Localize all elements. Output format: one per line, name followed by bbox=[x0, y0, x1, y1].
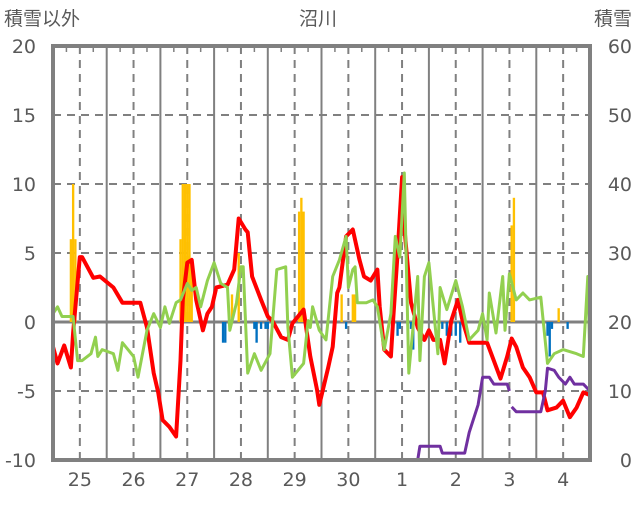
left-tick-label: 15 bbox=[12, 105, 36, 127]
negative-bar bbox=[546, 322, 549, 336]
negative-bar bbox=[255, 322, 258, 343]
negative-bar bbox=[253, 322, 256, 329]
positive-bar bbox=[557, 308, 560, 322]
left-tick-label: -10 bbox=[5, 450, 36, 472]
right-tick-label: 0 bbox=[620, 450, 632, 472]
x-tick-label: 25 bbox=[68, 469, 92, 491]
right-tick-label: 60 bbox=[608, 36, 632, 58]
red-line bbox=[51, 175, 591, 439]
plot-frame bbox=[51, 44, 592, 462]
negative-bar bbox=[445, 322, 448, 336]
negative-bar bbox=[548, 322, 551, 357]
negative-bar bbox=[454, 322, 457, 336]
negative-bar bbox=[441, 322, 444, 329]
x-tick-label: 30 bbox=[336, 469, 360, 491]
x-tick-label: 4 bbox=[557, 469, 569, 491]
x-tick-label: 1 bbox=[396, 469, 408, 491]
left-tick-label: 5 bbox=[24, 243, 36, 265]
right-tick-label: 30 bbox=[608, 243, 632, 265]
positive-bar bbox=[302, 211, 305, 322]
x-tick-label: 3 bbox=[503, 469, 515, 491]
positive-bar bbox=[512, 197, 516, 322]
right-tick-label: 10 bbox=[608, 381, 632, 403]
left-tick-label: 0 bbox=[24, 312, 36, 334]
negative-bar bbox=[264, 322, 267, 329]
negative-bar bbox=[344, 322, 348, 329]
plot-border bbox=[51, 44, 592, 462]
chart-title: 沼川 bbox=[299, 8, 337, 30]
positive-bar bbox=[340, 294, 343, 322]
negative-bar bbox=[266, 322, 269, 329]
positive-bar bbox=[510, 225, 513, 322]
left-axis-title: 積雪以外 bbox=[4, 8, 80, 30]
x-tick-label: 29 bbox=[283, 469, 307, 491]
positive-bar bbox=[181, 184, 184, 322]
negative-bar bbox=[396, 322, 399, 336]
right-tick-label: 50 bbox=[608, 105, 632, 127]
positive-bar bbox=[190, 266, 193, 322]
x-tick-label: 27 bbox=[175, 469, 199, 491]
negative-bar bbox=[566, 322, 569, 329]
x-tick-label: 26 bbox=[121, 469, 145, 491]
negative-bar bbox=[459, 322, 462, 343]
right-tick-label: 20 bbox=[608, 312, 632, 334]
positive-bar bbox=[69, 239, 73, 322]
positive-bar bbox=[351, 294, 354, 322]
negative-bar bbox=[409, 322, 413, 329]
right-axis-title: 積雪 bbox=[594, 8, 632, 30]
positive-bar bbox=[297, 211, 301, 322]
negative-bar bbox=[550, 322, 554, 329]
positive-bar bbox=[230, 294, 234, 322]
negative-bar bbox=[221, 322, 225, 343]
positive-bar bbox=[300, 197, 303, 322]
positive-bar bbox=[74, 239, 77, 322]
positive-bar bbox=[353, 294, 357, 322]
left-tick-label: 10 bbox=[12, 174, 36, 196]
green-line bbox=[51, 171, 592, 379]
positive-bar bbox=[188, 184, 191, 322]
x-tick-label: 28 bbox=[229, 469, 253, 491]
right-tick-label: 40 bbox=[608, 174, 632, 196]
left-tick-label: -5 bbox=[17, 381, 36, 403]
positive-bar bbox=[183, 184, 187, 322]
positive-bar bbox=[71, 184, 75, 322]
x-tick-label: 2 bbox=[450, 469, 462, 491]
positive-bar bbox=[179, 239, 182, 322]
snow-depth-line bbox=[53, 366, 592, 462]
positive-bar bbox=[186, 184, 189, 322]
left-tick-label: 20 bbox=[12, 36, 36, 58]
negative-bar bbox=[398, 322, 401, 329]
negative-bar bbox=[224, 322, 227, 343]
negative-bar bbox=[259, 322, 263, 329]
series-lines bbox=[51, 171, 592, 462]
